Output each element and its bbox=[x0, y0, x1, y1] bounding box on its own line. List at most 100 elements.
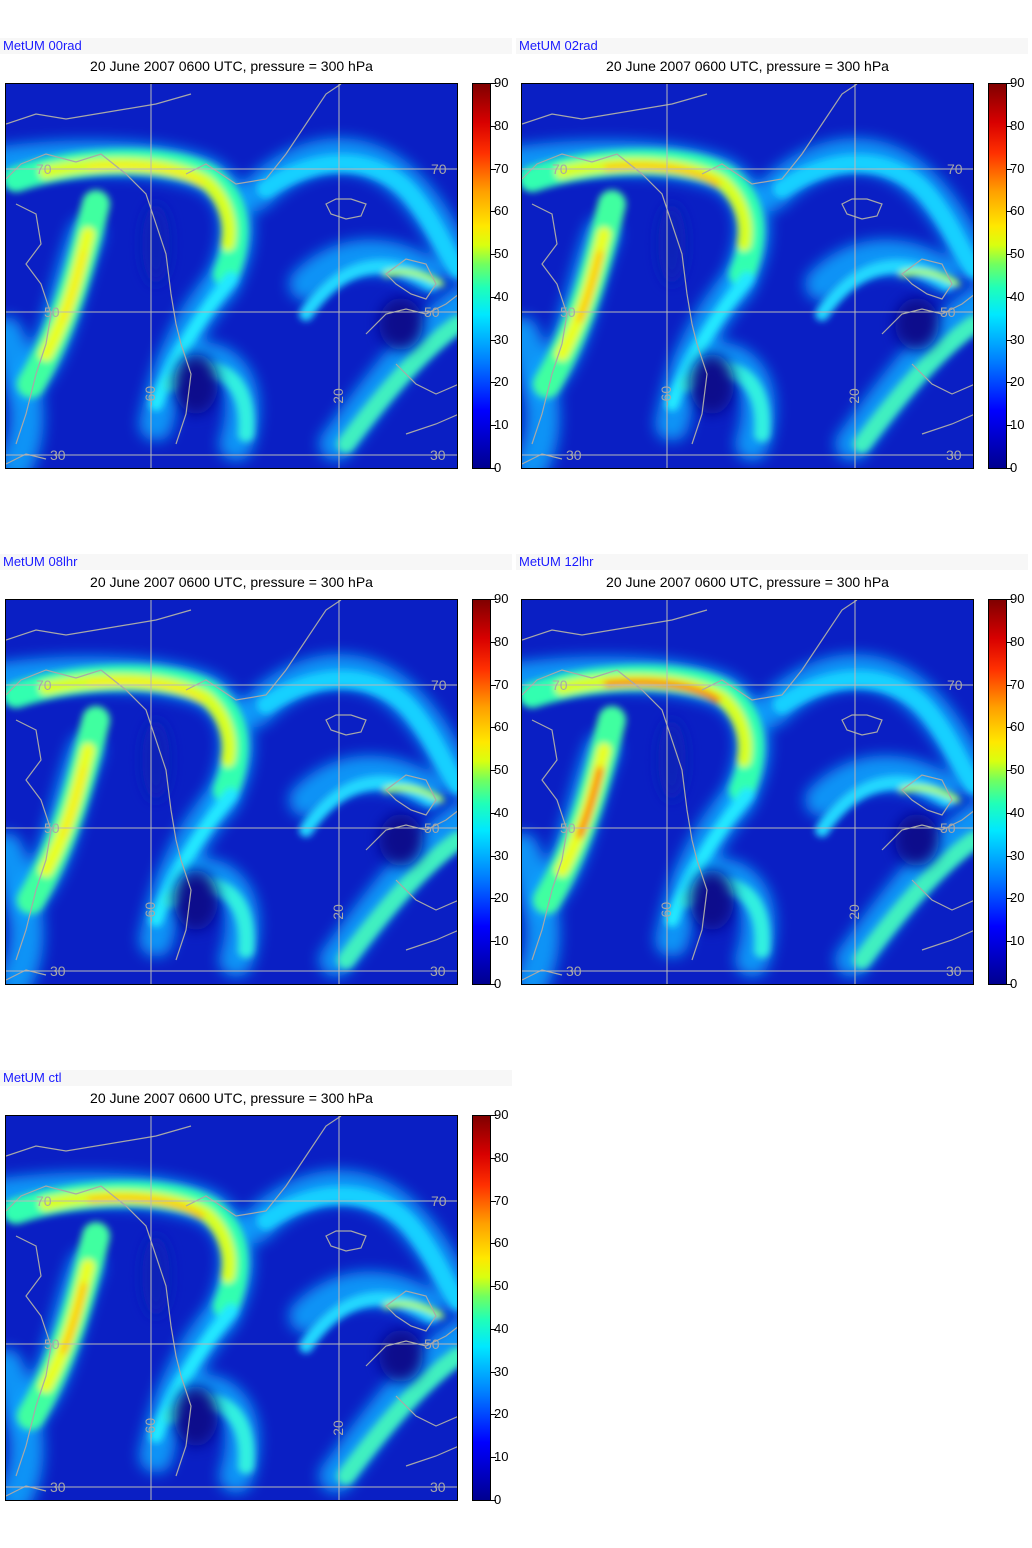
lat-label: 50 bbox=[424, 820, 440, 836]
colorbar-tick-label: 20 bbox=[494, 1406, 509, 1421]
colorbar bbox=[988, 599, 1007, 985]
colorbar-tick bbox=[491, 1329, 496, 1330]
colorbar-tick bbox=[1007, 813, 1012, 814]
colorbar-tick bbox=[491, 941, 496, 942]
lat-label: 50 bbox=[940, 820, 956, 836]
colorbar-tick bbox=[1007, 297, 1012, 298]
map-svg: 70 70 50 50 30 30 -60 20 bbox=[6, 84, 457, 468]
panel-title: 20 June 2007 0600 UTC, pressure = 300 hP… bbox=[606, 58, 889, 74]
colorbar-tick bbox=[491, 599, 496, 600]
colorbar-tick bbox=[491, 727, 496, 728]
colorbar-tick bbox=[491, 297, 496, 298]
colorbar-tick-label: 50 bbox=[494, 246, 509, 261]
coastlines bbox=[6, 600, 457, 981]
colorbar-tick-label: 30 bbox=[1010, 848, 1025, 863]
colorbar-tick bbox=[1007, 941, 1012, 942]
graticule bbox=[6, 1116, 457, 1500]
lon-label: 20 bbox=[330, 904, 346, 920]
colorbar-tick-label: 40 bbox=[494, 1321, 509, 1336]
lat-label: 50 bbox=[424, 304, 440, 320]
colorbar-tick-label: 90 bbox=[1010, 75, 1025, 90]
colorbar-tick-label: 80 bbox=[1010, 118, 1025, 133]
colorbar bbox=[472, 1115, 491, 1501]
colorbar-tick bbox=[1007, 685, 1012, 686]
colorbar-tick bbox=[491, 254, 496, 255]
colorbar-tick bbox=[491, 1286, 496, 1287]
colorbar-tick bbox=[491, 211, 496, 212]
coastlines bbox=[522, 84, 973, 465]
colorbar-tick-label: 60 bbox=[494, 203, 509, 218]
colorbar-tick bbox=[491, 83, 496, 84]
lat-label: 70 bbox=[431, 1193, 447, 1209]
wind-speed-map: 70 70 50 50 30 30 -60 20 bbox=[5, 599, 458, 985]
colorbar-tick-label: 80 bbox=[494, 634, 509, 649]
panel-0: MetUM 00rad 20 June 2007 0600 UTC, pressu… bbox=[0, 38, 516, 488]
map-svg: 70 70 50 50 30 30 -60 20 bbox=[6, 600, 457, 984]
coastlines bbox=[522, 600, 973, 981]
colorbar-tick bbox=[1007, 254, 1012, 255]
colorbar-tick bbox=[491, 169, 496, 170]
colorbar-tick bbox=[491, 468, 496, 469]
colorbar-tick-label: 20 bbox=[494, 374, 509, 389]
colorbar-tick-label: 90 bbox=[1010, 591, 1025, 606]
panel-1: MetUM 02rad 20 June 2007 0600 UTC, pressu… bbox=[516, 38, 1032, 488]
wind-speed-map: 70 70 50 50 30 30 -60 20 bbox=[5, 83, 458, 469]
colorbar-tick-label: 50 bbox=[494, 1278, 509, 1293]
colorbar-tick bbox=[491, 382, 496, 383]
wind-speed-map: 70 70 50 50 30 30 -60 20 bbox=[521, 83, 974, 469]
wind-speed-map: 70 70 50 50 30 30 -60 20 bbox=[5, 1115, 458, 1501]
colorbar-tick-label: 10 bbox=[494, 417, 509, 432]
colorbar-tick bbox=[491, 1158, 496, 1159]
colorbar-tick bbox=[491, 685, 496, 686]
colorbar-tick bbox=[1007, 898, 1012, 899]
lon-label: 20 bbox=[330, 1420, 346, 1436]
colorbar-tick-label: 20 bbox=[1010, 374, 1025, 389]
colorbar-tick-label: 90 bbox=[494, 1107, 509, 1122]
colorbar-tick-label: 70 bbox=[494, 677, 509, 692]
lat-label: 30 bbox=[430, 447, 446, 463]
colorbar-tick bbox=[491, 425, 496, 426]
colorbar-tick bbox=[491, 1457, 496, 1458]
lon-label: 20 bbox=[330, 388, 346, 404]
colorbar-tick-label: 70 bbox=[1010, 161, 1025, 176]
colorbar-tick-label: 20 bbox=[1010, 890, 1025, 905]
lat-label: 70 bbox=[947, 161, 963, 177]
colorbar-tick bbox=[1007, 425, 1012, 426]
lat-label: 70 bbox=[36, 1193, 52, 1209]
colorbar-tick bbox=[491, 1414, 496, 1415]
wind-minimum bbox=[142, 1236, 423, 1446]
panel-2: MetUM 08lhr 20 June 2007 0600 UTC, pressu… bbox=[0, 554, 516, 1004]
lat-label: 70 bbox=[552, 161, 568, 177]
colorbar-tick-label: 0 bbox=[494, 460, 502, 475]
colorbar-tick-label: 40 bbox=[1010, 289, 1025, 304]
colorbar-tick-label: 80 bbox=[1010, 634, 1025, 649]
panel-title: 20 June 2007 0600 UTC, pressure = 300 hP… bbox=[90, 574, 373, 590]
colorbar bbox=[472, 83, 491, 469]
colorbar-tick bbox=[1007, 83, 1012, 84]
colorbar-tick-label: 60 bbox=[494, 719, 509, 734]
colorbar-tick-label: 40 bbox=[1010, 805, 1025, 820]
colorbar-tick-label: 30 bbox=[494, 1364, 509, 1379]
panel-label: MetUM 12lhr bbox=[519, 554, 594, 569]
lat-label: 30 bbox=[946, 963, 962, 979]
lat-label: 50 bbox=[560, 304, 576, 320]
colorbar-tick-label: 70 bbox=[494, 161, 509, 176]
colorbar-tick bbox=[491, 1372, 496, 1373]
lat-label: 70 bbox=[947, 677, 963, 693]
panel-label: MetUM ctl bbox=[3, 1070, 62, 1085]
colorbar-tick bbox=[1007, 382, 1012, 383]
colorbar bbox=[472, 599, 491, 985]
coastlines bbox=[6, 1116, 457, 1497]
colorbar-tick bbox=[491, 1201, 496, 1202]
colorbar-tick bbox=[1007, 169, 1012, 170]
colorbar-tick-label: 0 bbox=[1010, 976, 1018, 991]
colorbar-tick bbox=[1007, 770, 1012, 771]
wind-speed-map: 70 70 50 50 30 30 -60 20 bbox=[521, 599, 974, 985]
graticule bbox=[6, 84, 457, 468]
colorbar-tick-label: 10 bbox=[494, 933, 509, 948]
lon-label: 20 bbox=[846, 904, 862, 920]
lon-label: -60 bbox=[142, 386, 158, 406]
colorbar-tick-label: 70 bbox=[494, 1193, 509, 1208]
colorbar-tick bbox=[491, 642, 496, 643]
lat-label: 70 bbox=[552, 677, 568, 693]
